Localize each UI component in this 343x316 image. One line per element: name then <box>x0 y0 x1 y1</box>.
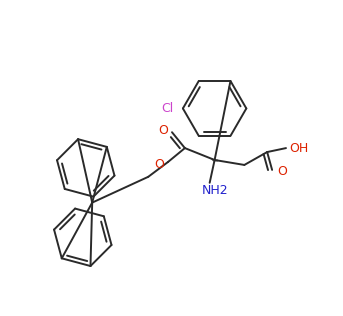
Text: OH: OH <box>289 142 308 155</box>
Text: NH2: NH2 <box>201 184 228 197</box>
Text: Cl: Cl <box>161 102 173 115</box>
Text: O: O <box>154 158 164 172</box>
Text: O: O <box>158 124 168 137</box>
Text: O: O <box>277 165 287 178</box>
